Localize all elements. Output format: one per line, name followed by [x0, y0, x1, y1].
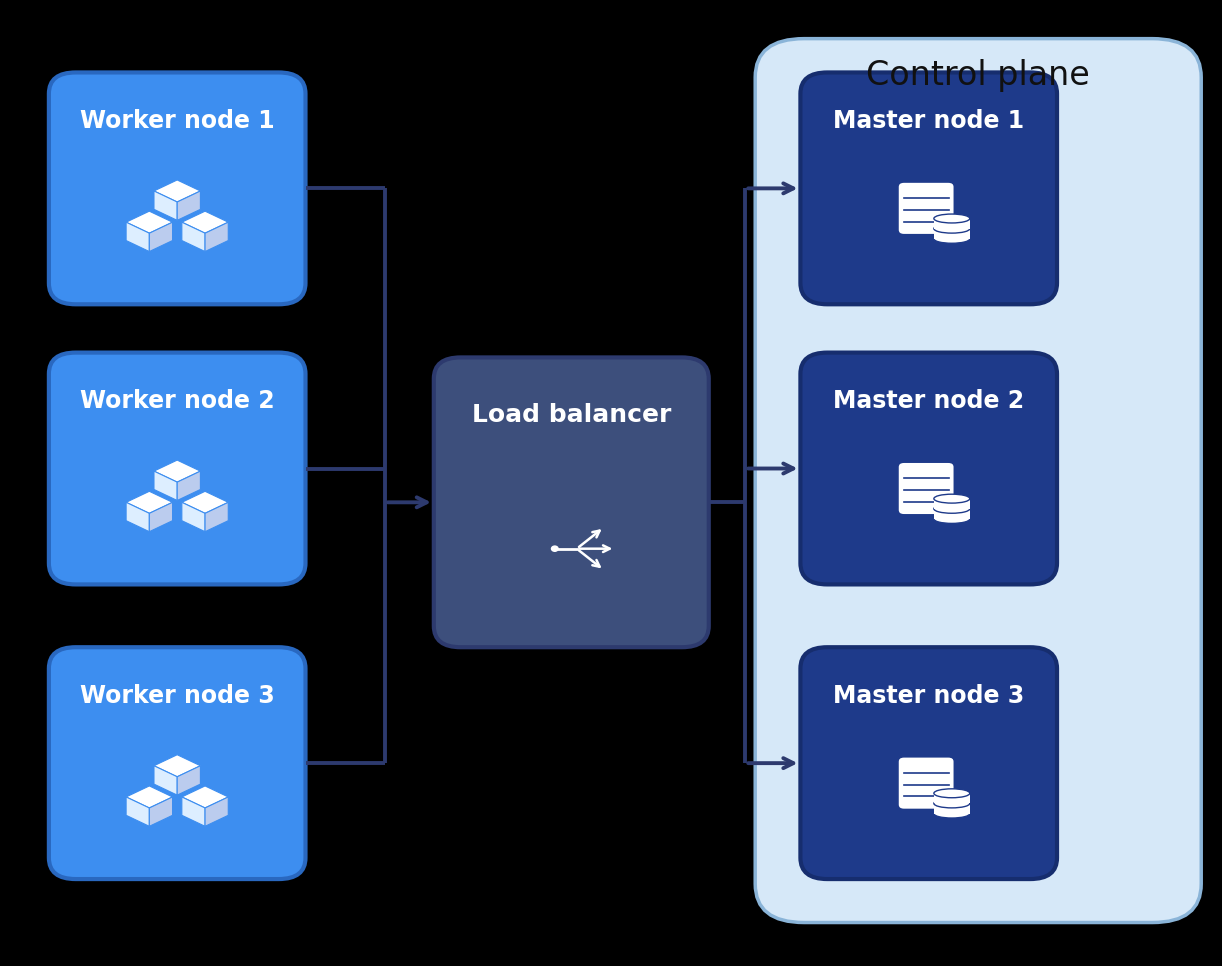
- Ellipse shape: [934, 214, 970, 223]
- Text: Worker node 2: Worker node 2: [79, 389, 275, 412]
- FancyBboxPatch shape: [49, 72, 306, 304]
- Polygon shape: [182, 502, 205, 531]
- Polygon shape: [149, 797, 172, 826]
- Polygon shape: [205, 502, 229, 531]
- Polygon shape: [154, 460, 200, 482]
- Circle shape: [551, 546, 558, 552]
- Polygon shape: [205, 222, 229, 251]
- Polygon shape: [126, 797, 149, 826]
- Polygon shape: [149, 222, 172, 251]
- Ellipse shape: [934, 810, 970, 818]
- Polygon shape: [149, 502, 172, 531]
- Polygon shape: [126, 502, 149, 531]
- Polygon shape: [182, 786, 229, 808]
- FancyBboxPatch shape: [898, 182, 954, 235]
- Text: Master node 1: Master node 1: [833, 109, 1024, 132]
- FancyBboxPatch shape: [800, 353, 1057, 584]
- Polygon shape: [177, 471, 200, 500]
- Polygon shape: [934, 218, 970, 229]
- Polygon shape: [126, 212, 172, 233]
- Polygon shape: [934, 498, 970, 509]
- FancyBboxPatch shape: [434, 357, 709, 647]
- Polygon shape: [154, 766, 177, 795]
- FancyBboxPatch shape: [49, 353, 306, 584]
- Ellipse shape: [934, 224, 970, 233]
- Ellipse shape: [934, 504, 970, 513]
- FancyBboxPatch shape: [898, 756, 954, 810]
- Polygon shape: [934, 793, 970, 804]
- Polygon shape: [182, 212, 229, 233]
- Text: Master node 3: Master node 3: [833, 684, 1024, 707]
- Polygon shape: [177, 191, 200, 220]
- FancyBboxPatch shape: [800, 72, 1057, 304]
- Polygon shape: [126, 222, 149, 251]
- Ellipse shape: [934, 799, 970, 808]
- Polygon shape: [154, 471, 177, 500]
- Polygon shape: [934, 229, 970, 239]
- Polygon shape: [182, 797, 205, 826]
- FancyBboxPatch shape: [49, 647, 306, 879]
- Ellipse shape: [934, 495, 970, 503]
- Polygon shape: [934, 509, 970, 519]
- Text: Worker node 3: Worker node 3: [79, 684, 275, 707]
- Polygon shape: [182, 222, 205, 251]
- Polygon shape: [154, 191, 177, 220]
- Ellipse shape: [934, 515, 970, 524]
- Polygon shape: [205, 797, 229, 826]
- Polygon shape: [934, 804, 970, 813]
- Polygon shape: [126, 492, 172, 513]
- Polygon shape: [154, 754, 200, 777]
- Text: Worker node 1: Worker node 1: [79, 109, 275, 132]
- Text: Control plane: Control plane: [866, 59, 1090, 92]
- Polygon shape: [177, 766, 200, 795]
- Polygon shape: [182, 492, 229, 513]
- Polygon shape: [126, 786, 172, 808]
- FancyBboxPatch shape: [898, 462, 954, 515]
- Ellipse shape: [934, 235, 970, 243]
- Text: Master node 2: Master node 2: [833, 389, 1024, 412]
- Polygon shape: [154, 180, 200, 202]
- Text: Load balancer: Load balancer: [472, 404, 671, 427]
- FancyBboxPatch shape: [755, 39, 1201, 923]
- Ellipse shape: [934, 789, 970, 798]
- FancyBboxPatch shape: [800, 647, 1057, 879]
